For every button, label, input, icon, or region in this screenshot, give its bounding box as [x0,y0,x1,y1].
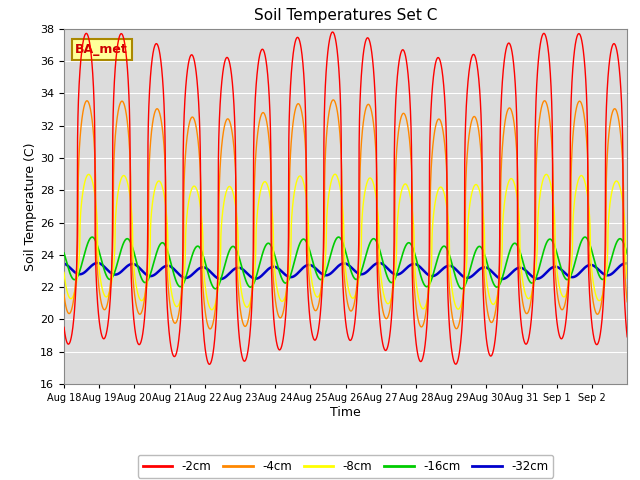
Text: BA_met: BA_met [76,43,128,56]
Title: Soil Temperatures Set C: Soil Temperatures Set C [254,9,437,24]
Legend: -2cm, -4cm, -8cm, -16cm, -32cm: -2cm, -4cm, -8cm, -16cm, -32cm [138,455,553,478]
X-axis label: Time: Time [330,406,361,419]
Y-axis label: Soil Temperature (C): Soil Temperature (C) [24,142,37,271]
